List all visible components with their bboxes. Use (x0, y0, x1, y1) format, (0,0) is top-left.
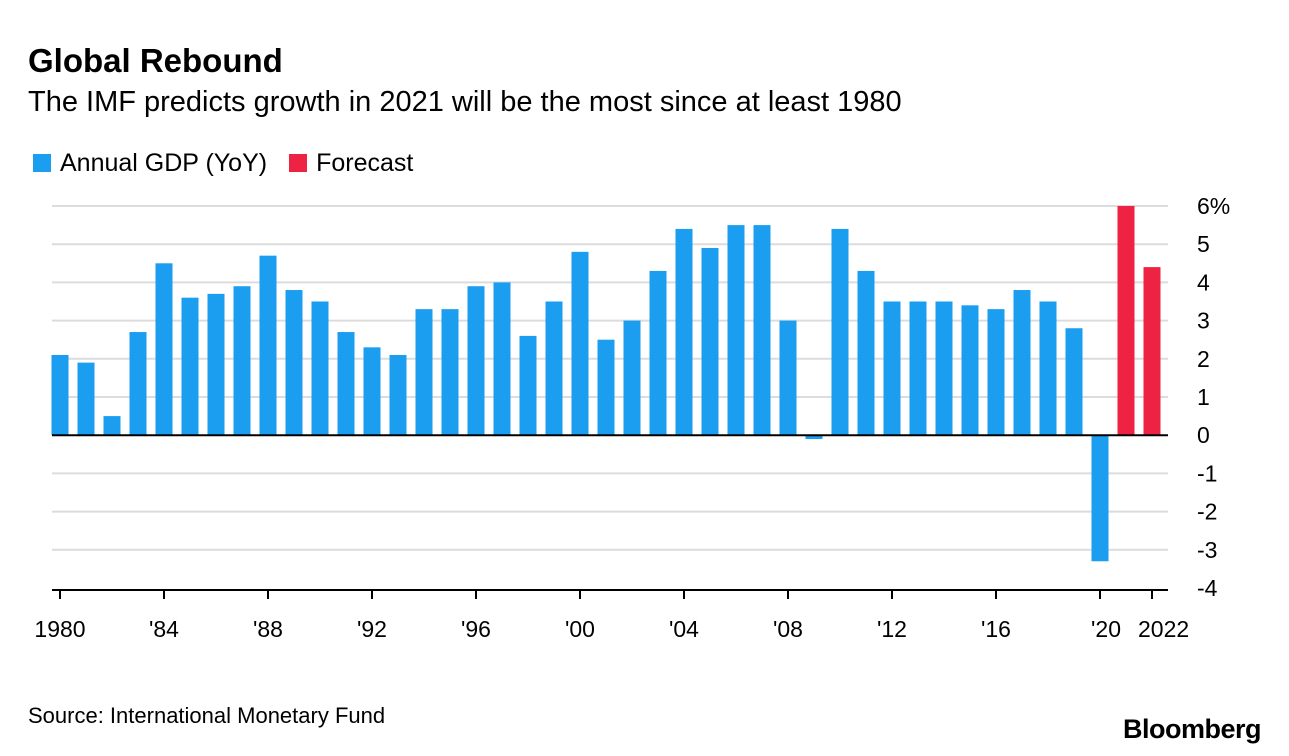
bar-gdp-1990 (311, 301, 329, 436)
legend-swatch-annual-gdp (33, 154, 51, 172)
y-tick-label: 4 (1197, 269, 1210, 295)
legend-label-forecast: Forecast (316, 148, 414, 177)
x-tick-label-2008: '08 (773, 616, 803, 642)
bar-gdp-1984 (155, 263, 173, 436)
x-tick-label-1984: '84 (149, 616, 179, 642)
bar-gdp-1995 (441, 309, 459, 436)
bar-gdp-1988 (259, 255, 277, 436)
bar-gdp-2006 (727, 225, 745, 436)
x-tick-label-1992: '92 (357, 616, 387, 642)
bar-gdp-1980 (51, 354, 69, 436)
y-tick-label: -2 (1197, 499, 1217, 525)
bar-gdp-1996 (467, 286, 485, 436)
x-tick-label-2016: '16 (981, 616, 1011, 642)
bar-gdp-1994 (415, 309, 433, 436)
bar-gdp-2003 (649, 270, 667, 436)
bar-gdp-1992 (363, 347, 381, 436)
y-tick-label: 2 (1197, 346, 1210, 372)
bar-gdp-1993 (389, 354, 407, 436)
bar-gdp-1999 (545, 301, 563, 436)
bar-gdp-2016 (987, 309, 1005, 436)
bar-gdp-1997 (493, 282, 511, 436)
x-tick-label-2004: '04 (669, 616, 699, 642)
legend-swatch-forecast (289, 154, 308, 172)
x-tick-label-1980: 1980 (34, 616, 85, 642)
legend-item-forecast: Forecast (289, 149, 413, 178)
bars (51, 206, 1161, 562)
bar-gdp-2015 (961, 305, 979, 436)
bar-gdp-1986 (207, 293, 225, 436)
x-tick-label-1988: '88 (253, 616, 283, 642)
x-tick-label-2020: '20 (1091, 616, 1121, 642)
y-tick-label: -3 (1197, 537, 1217, 563)
legend-label-annual-gdp: Annual GDP (YoY) (60, 148, 268, 177)
bar-gdp-2010 (831, 228, 849, 436)
y-tick-label: -4 (1197, 575, 1218, 601)
y-tick-label: 3 (1197, 308, 1210, 334)
bar-gdp-2013 (909, 301, 927, 436)
bar-gdp-2009 (805, 435, 823, 440)
y-tick-label: 5 (1197, 231, 1210, 257)
bar-gdp-2004 (675, 228, 693, 436)
legend: Annual GDP (YoY) Forecast (33, 148, 435, 178)
source-note: Source: International Monetary Fund (28, 703, 386, 728)
chart-subtitle: The IMF predicts growth in 2021 will be … (28, 86, 902, 118)
legend-item-annual-gdp: Annual GDP (YoY) (33, 149, 267, 178)
bar-forecast-2021 (1117, 206, 1135, 436)
bar-gdp-2007 (753, 225, 771, 436)
gridlines (52, 205, 1168, 551)
bar-gdp-2008 (779, 320, 797, 436)
axes: 6% 5 4 3 2 1 0 -1 -2 -3 -4 1980 '84 '88 '92 '96 '00 '04 '0… (34, 193, 1230, 642)
bar-gdp-2001 (597, 339, 615, 436)
bar-gdp-1998 (519, 335, 537, 436)
x-tick-label-2000: '00 (565, 616, 595, 642)
bar-gdp-1981 (77, 362, 95, 436)
bar-gdp-2014 (935, 301, 953, 436)
x-tick-label-1996: '96 (461, 616, 491, 642)
bar-gdp-2019 (1065, 328, 1083, 436)
y-tick-label: -1 (1197, 460, 1217, 486)
x-tick-label-2012: '12 (877, 616, 907, 642)
bar-gdp-1983 (129, 332, 147, 436)
bar-gdp-1982 (103, 416, 121, 436)
bar-gdp-1987 (233, 286, 251, 436)
bloomberg-logo: Bloomberg (1122, 714, 1262, 744)
bar-gdp-2011 (857, 270, 875, 436)
y-tick-label: 6% (1197, 193, 1230, 219)
bar-gdp-1985 (181, 297, 199, 436)
bar-gdp-1991 (337, 332, 355, 436)
bar-gdp-1989 (285, 290, 303, 436)
x-tick-label-2022: 2022 (1138, 616, 1189, 642)
bar-gdp-2005 (701, 248, 719, 436)
y-tick-label: 1 (1197, 384, 1210, 410)
bar-gdp-2018 (1039, 301, 1057, 436)
bar-gdp-2017 (1013, 290, 1031, 436)
bar-gdp-2020 (1091, 435, 1109, 562)
bar-forecast-2022 (1143, 267, 1161, 436)
y-tick-label: 0 (1197, 422, 1210, 448)
bar-gdp-2002 (623, 320, 641, 436)
bar-gdp-2000 (571, 251, 589, 436)
chart-title: Global Rebound (28, 42, 283, 79)
bar-gdp-2012 (883, 301, 901, 436)
